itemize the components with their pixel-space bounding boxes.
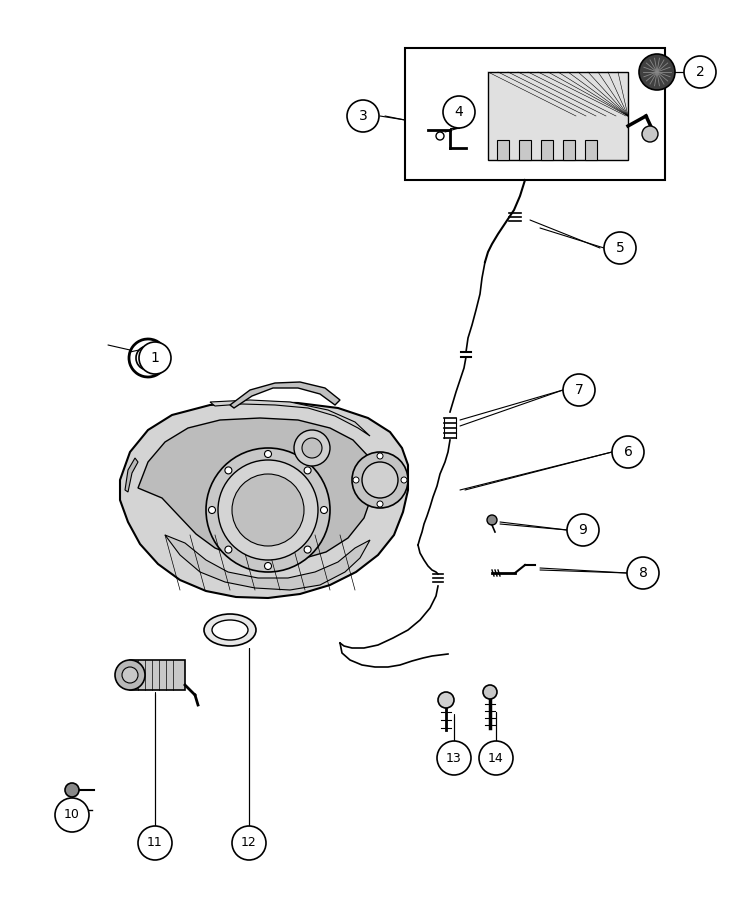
Circle shape xyxy=(443,96,475,128)
Circle shape xyxy=(232,826,266,860)
Circle shape xyxy=(642,126,658,142)
Text: 1: 1 xyxy=(150,351,159,365)
Circle shape xyxy=(436,132,444,140)
Bar xyxy=(405,48,665,180)
Text: 14: 14 xyxy=(488,752,504,764)
Circle shape xyxy=(352,452,408,508)
Circle shape xyxy=(362,462,398,498)
Circle shape xyxy=(604,232,636,264)
Text: 11: 11 xyxy=(147,836,163,850)
Circle shape xyxy=(65,783,79,797)
Circle shape xyxy=(122,667,138,683)
Text: 4: 4 xyxy=(455,105,463,119)
Circle shape xyxy=(206,448,330,572)
Circle shape xyxy=(639,54,675,90)
Polygon shape xyxy=(230,382,340,408)
Circle shape xyxy=(265,562,271,570)
Circle shape xyxy=(304,546,311,554)
Circle shape xyxy=(232,474,304,546)
Bar xyxy=(130,660,185,690)
Ellipse shape xyxy=(212,620,248,640)
Text: 9: 9 xyxy=(579,523,588,537)
Circle shape xyxy=(684,56,716,88)
Text: 10: 10 xyxy=(64,808,80,822)
Circle shape xyxy=(115,660,145,690)
Circle shape xyxy=(138,826,172,860)
Bar xyxy=(488,72,628,160)
Text: 3: 3 xyxy=(359,109,368,123)
Circle shape xyxy=(304,467,311,474)
Circle shape xyxy=(353,477,359,483)
Text: 7: 7 xyxy=(574,383,583,397)
Circle shape xyxy=(294,430,330,466)
Circle shape xyxy=(139,342,171,374)
Circle shape xyxy=(55,798,89,832)
Circle shape xyxy=(302,438,322,458)
Polygon shape xyxy=(165,535,370,590)
Polygon shape xyxy=(210,400,370,436)
Circle shape xyxy=(377,501,383,507)
Bar xyxy=(519,140,531,160)
Circle shape xyxy=(567,514,599,546)
Circle shape xyxy=(265,451,271,457)
Circle shape xyxy=(483,685,497,699)
Circle shape xyxy=(218,460,318,560)
Bar xyxy=(563,140,575,160)
Circle shape xyxy=(72,805,82,815)
Text: 12: 12 xyxy=(241,836,257,850)
Bar xyxy=(497,140,509,160)
Circle shape xyxy=(401,477,407,483)
Circle shape xyxy=(563,374,595,406)
Polygon shape xyxy=(125,458,138,492)
Ellipse shape xyxy=(204,614,256,646)
Circle shape xyxy=(612,436,644,468)
Text: 13: 13 xyxy=(446,752,462,764)
Text: 8: 8 xyxy=(639,566,648,580)
Circle shape xyxy=(479,741,513,775)
Bar xyxy=(541,140,553,160)
Text: 5: 5 xyxy=(616,241,625,255)
Circle shape xyxy=(321,507,328,514)
Circle shape xyxy=(208,507,216,514)
Circle shape xyxy=(347,100,379,132)
Polygon shape xyxy=(138,418,374,562)
Circle shape xyxy=(437,741,471,775)
Circle shape xyxy=(225,467,232,474)
Circle shape xyxy=(487,515,497,525)
Text: 2: 2 xyxy=(696,65,705,79)
Circle shape xyxy=(438,692,454,708)
Circle shape xyxy=(225,546,232,554)
Text: 6: 6 xyxy=(624,445,632,459)
Circle shape xyxy=(377,453,383,459)
Polygon shape xyxy=(120,402,408,598)
Circle shape xyxy=(627,557,659,589)
Bar xyxy=(585,140,597,160)
